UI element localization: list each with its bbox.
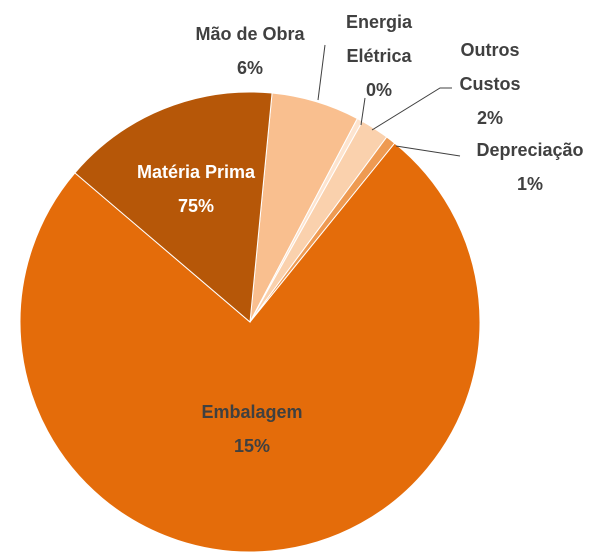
- leader-line: [317, 44, 326, 101]
- pie-slice: [19, 142, 481, 552]
- leader-line: [371, 87, 452, 131]
- data-label: Matéria Prima 75%: [116, 155, 276, 223]
- data-label: Depreciação 1%: [455, 133, 602, 201]
- data-label: Embalagem 15%: [192, 395, 312, 463]
- value-label: 75%: [177, 196, 215, 216]
- value-label: 6%: [236, 58, 263, 78]
- category-label: Energia Elétrica: [345, 12, 413, 66]
- value-label: 15%: [233, 436, 271, 456]
- category-label: Mão de Obra: [195, 24, 305, 44]
- value-label: 1%: [516, 174, 543, 194]
- value-label: 0%: [365, 80, 392, 100]
- category-label: Depreciação: [476, 140, 584, 160]
- category-label: Embalagem: [201, 402, 303, 422]
- category-label: Outros Custos: [459, 40, 521, 94]
- data-label: Outros Custos 2%: [440, 33, 540, 135]
- leader-line: [360, 97, 366, 126]
- category-label: Matéria Prima: [136, 162, 256, 182]
- pie-slice: [74, 91, 273, 324]
- data-label: Energia Elétrica 0%: [329, 5, 429, 107]
- value-label: 2%: [476, 108, 503, 128]
- data-label: Mão de Obra 6%: [165, 17, 335, 85]
- leader-line: [395, 145, 461, 157]
